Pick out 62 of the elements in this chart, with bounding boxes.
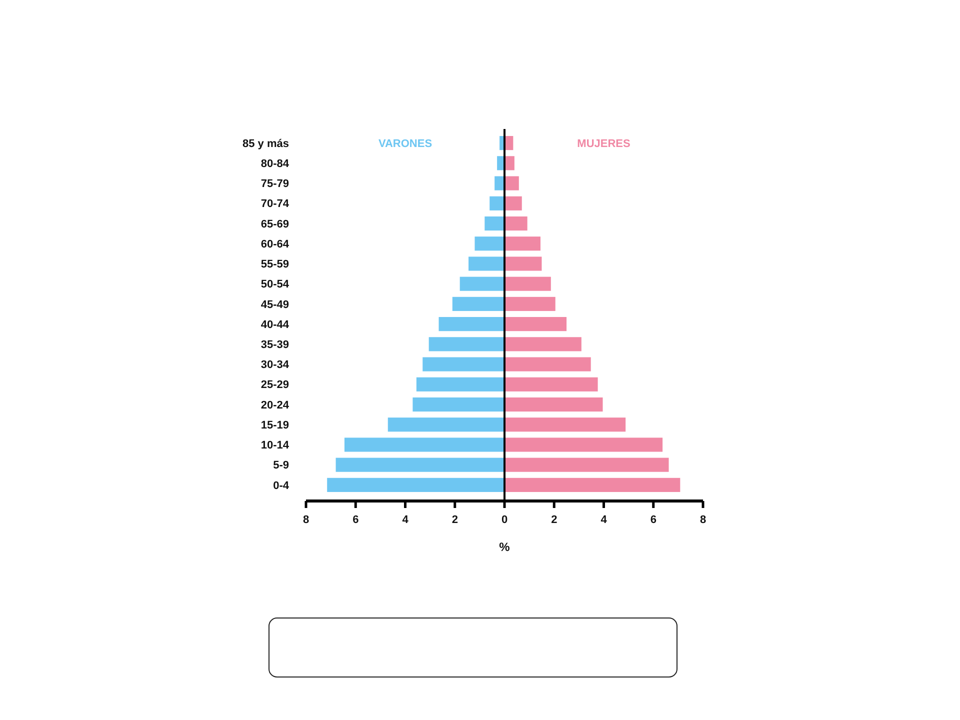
y-tick-label: 20-24 [260, 399, 290, 412]
bar [504, 337, 582, 352]
y-tick-label: 55-59 [260, 258, 289, 271]
bar [504, 438, 663, 452]
bar [460, 276, 504, 291]
x-tick-label: 6 [650, 514, 656, 526]
x-tick-label: 4 [600, 514, 608, 526]
y-tick-label: 35-39 [260, 339, 289, 352]
bar [504, 377, 598, 392]
bar [504, 418, 626, 432]
bar [504, 236, 540, 251]
x-axis-title: % [499, 540, 510, 554]
y-tick-label: 85 y más [242, 138, 289, 150]
y-tick-label: 15-19 [260, 419, 289, 432]
bar [336, 458, 504, 472]
bar [416, 377, 504, 392]
y-tick-label: 60-64 [260, 238, 290, 250]
bar [504, 216, 528, 231]
bar [504, 458, 669, 472]
x-tick-label: 8 [302, 514, 310, 526]
y-tick-label: 40-44 [260, 318, 290, 331]
x-tick-label: 8 [700, 514, 706, 526]
y-tick-label: 5-9 [273, 460, 289, 472]
text: VARONES [378, 138, 432, 150]
bar [468, 256, 504, 271]
y-tick-label: 25-29 [260, 379, 289, 392]
bar [327, 478, 504, 492]
bar [412, 397, 504, 412]
bar [504, 276, 551, 291]
y-tick-label: 45-49 [260, 298, 289, 311]
bar [504, 176, 519, 190]
bar [474, 236, 504, 251]
bar [504, 478, 680, 492]
y-tick-label: 10-14 [260, 440, 290, 452]
y-tick-label: 0-4 [273, 480, 290, 492]
text: MUJERES [577, 138, 630, 150]
bar [388, 418, 504, 432]
bar [344, 438, 504, 452]
x-tick-label: 6 [352, 514, 359, 526]
y-tick-label: 50-54 [260, 278, 290, 291]
bar [504, 156, 514, 170]
bar [438, 317, 504, 332]
bar [504, 256, 542, 271]
bar [422, 357, 504, 372]
bar [428, 337, 504, 352]
y-tick-label: 65-69 [260, 218, 289, 230]
bar [452, 296, 504, 311]
x-tick-label: 0 [501, 514, 508, 526]
x-tick-label: 2 [452, 514, 458, 526]
x-tick-label: 4 [402, 514, 410, 526]
bar [504, 296, 556, 311]
y-tick-label: 70-74 [260, 198, 290, 210]
x-tick-label: 2 [551, 514, 558, 526]
bar [504, 196, 522, 210]
bar [484, 216, 504, 231]
bar [490, 196, 504, 210]
bar [504, 397, 603, 412]
bar [504, 317, 567, 332]
bar [504, 357, 591, 372]
y-tick-label: 80-84 [260, 158, 290, 170]
y-tick-label: 30-34 [260, 359, 290, 372]
y-tick-label: 75-79 [260, 178, 289, 190]
